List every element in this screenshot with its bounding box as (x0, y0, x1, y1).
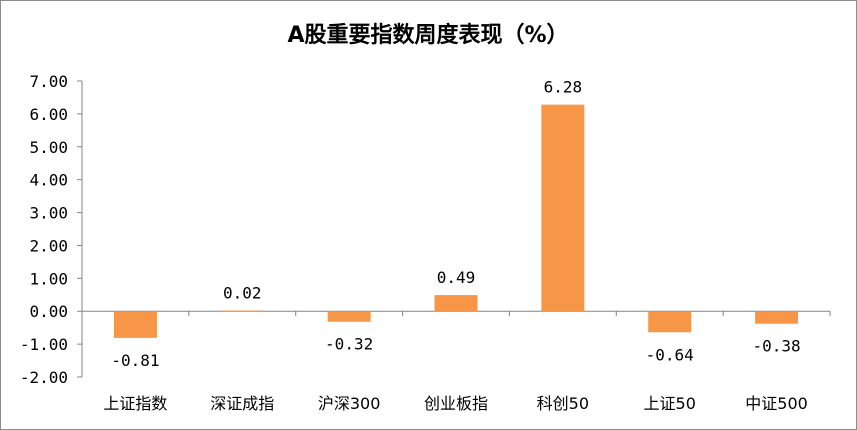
category-label: 创业板指 (424, 394, 488, 413)
data-label: -0.38 (752, 337, 800, 356)
y-tick-label: 1.00 (29, 269, 68, 288)
data-labels: -0.81 0.02 -0.32 0.49 6.28 -0.64 -0.38 (111, 78, 800, 370)
bar (755, 311, 799, 324)
category-labels: 上证指数 深证成指 沪深300 创业板指 科创50 上证50 中证500 (103, 394, 807, 413)
y-tick-label: 0.00 (29, 302, 68, 321)
data-label: 6.28 (544, 78, 583, 97)
category-label: 中证500 (745, 394, 808, 413)
bar (541, 104, 585, 312)
bars (113, 104, 799, 338)
category-label: 上证指数 (103, 394, 167, 413)
y-tick-label: 6.00 (29, 105, 68, 124)
y-axis: -2.00 -1.00 0.00 1.00 2.00 3.00 4.00 5.00 6.00 7.… (20, 72, 83, 387)
y-tick-label: 5.00 (29, 138, 68, 157)
y-tick-label: 7.00 (29, 72, 68, 91)
y-tick-label: -1.00 (20, 335, 68, 354)
y-tick-label: 3.00 (29, 204, 68, 223)
y-tick-label: 2.00 (29, 236, 68, 255)
data-label: 0.49 (437, 268, 476, 287)
bar (113, 311, 157, 338)
data-label: -0.32 (325, 335, 373, 354)
data-label: -0.64 (646, 345, 694, 364)
chart-title: A股重要指数周度表现（%） (287, 22, 568, 48)
data-label: 0.02 (223, 284, 262, 303)
bar (327, 311, 371, 322)
category-label: 沪深300 (318, 394, 381, 413)
y-tick-label: 4.00 (29, 171, 68, 190)
bar (434, 295, 478, 312)
category-label: 深证成指 (210, 394, 274, 413)
y-tick-label: -2.00 (20, 368, 68, 387)
category-label: 科创50 (537, 394, 589, 413)
bar (220, 310, 264, 312)
bar (648, 311, 692, 333)
data-label: -0.81 (111, 351, 159, 370)
x-axis (81, 310, 831, 317)
category-label: 上证50 (644, 394, 696, 413)
